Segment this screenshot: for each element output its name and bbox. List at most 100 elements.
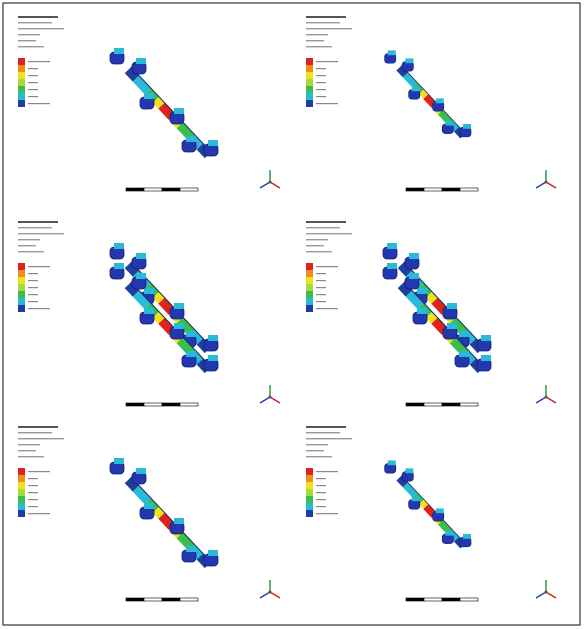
legend-swatch [306, 475, 313, 482]
legend-swatch [306, 482, 313, 489]
mount-top [388, 460, 396, 465]
mount-top [447, 323, 457, 329]
legend-swatch [18, 65, 25, 72]
legend-swatch [18, 100, 25, 107]
legend-label-line [28, 492, 38, 493]
mount-top [405, 468, 413, 473]
triad-origin [545, 396, 548, 399]
scale-bar [126, 188, 198, 191]
legend-swatch [18, 482, 25, 489]
beam-segment [421, 92, 425, 97]
mount-top [436, 508, 444, 513]
legend-label-line [316, 68, 326, 69]
legend-swatch [306, 291, 313, 298]
legend-swatch [306, 58, 313, 65]
scale-bar [406, 403, 478, 406]
legend-swatch [18, 79, 25, 86]
scale-block [126, 188, 144, 191]
mount-top [136, 58, 146, 64]
mount-top [445, 531, 453, 536]
mount-top [144, 503, 154, 509]
scale-block [460, 598, 478, 601]
legend-label-line [316, 492, 326, 493]
scale-block [180, 598, 198, 601]
mount-top [186, 351, 196, 357]
mount-top [186, 546, 196, 552]
legend-label-line [28, 287, 38, 288]
mount-top [447, 303, 457, 309]
header-line [18, 456, 44, 457]
legend-label-line [316, 75, 326, 76]
legend-swatch [18, 277, 25, 284]
legend-swatch [18, 489, 25, 496]
scale-block [406, 403, 424, 406]
header-line [306, 22, 340, 23]
scale-block [180, 403, 198, 406]
mount-top [136, 273, 146, 279]
legend-label-line [316, 280, 326, 281]
legend-swatch [306, 503, 313, 510]
legend-label-line [28, 68, 38, 69]
legend-label-line [28, 506, 38, 507]
mount-top [186, 136, 196, 142]
mount-top [174, 323, 184, 329]
scale-block [162, 403, 180, 406]
mount-top [409, 273, 419, 279]
legend-label-line [316, 506, 326, 507]
header-line [18, 245, 36, 246]
mount-top [136, 468, 146, 474]
beam-segment [421, 502, 425, 507]
legend-label-line [28, 266, 50, 267]
legend-label-line [316, 103, 338, 104]
mount-top [412, 496, 420, 501]
triad-origin [269, 591, 272, 594]
beam-segment [429, 315, 435, 321]
legend-swatch [306, 284, 313, 291]
legend-swatch [18, 263, 25, 270]
legend-label-line [316, 308, 338, 309]
header-line [306, 28, 352, 29]
legend-label-line [28, 478, 38, 479]
legend-swatch [306, 496, 313, 503]
legend-label-line [28, 471, 50, 472]
legend-swatch [18, 305, 25, 312]
legend-label-line [316, 294, 326, 295]
scale-block [442, 188, 460, 191]
mount-top [445, 121, 453, 126]
legend-swatch [18, 270, 25, 277]
header-line [306, 251, 332, 252]
triad-origin [545, 181, 548, 184]
legend-label-line [28, 301, 38, 302]
triad-origin [269, 181, 272, 184]
header-line [18, 46, 44, 47]
header-line [18, 16, 58, 18]
mount-top [208, 335, 218, 341]
mount-top [409, 253, 419, 259]
mount-top [412, 86, 420, 91]
header-line [18, 432, 52, 433]
header-line [18, 251, 44, 252]
legend-swatch [18, 475, 25, 482]
mount-top [114, 48, 124, 54]
legend-swatch [18, 510, 25, 517]
header-line [18, 239, 40, 240]
scale-block [442, 598, 460, 601]
header-line [18, 438, 64, 439]
mount-top [405, 58, 413, 63]
mount-top [174, 108, 184, 114]
legend-label-line [28, 485, 38, 486]
mount-top [114, 458, 124, 464]
legend-swatch [306, 270, 313, 277]
mount-top [388, 50, 396, 55]
legend-label-line [28, 96, 38, 97]
legend-label-line [28, 280, 38, 281]
legend-swatch [306, 65, 313, 72]
legend-swatch [18, 72, 25, 79]
scale-block [144, 188, 162, 191]
legend-label-line [316, 499, 326, 500]
header-line [18, 426, 58, 428]
beam-segment [429, 295, 435, 301]
header-line [306, 46, 332, 47]
header-line [306, 456, 332, 457]
scale-bar [126, 598, 198, 601]
